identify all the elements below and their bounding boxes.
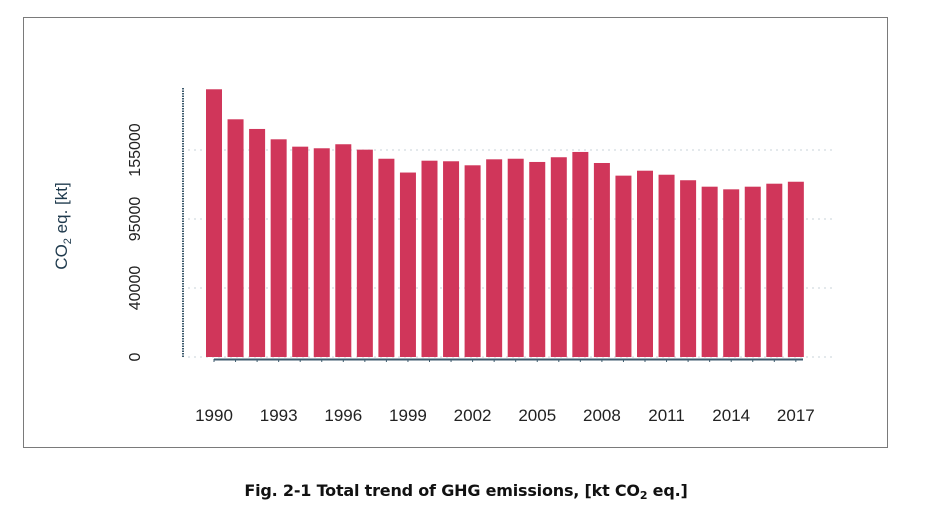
y-tick-label: 95000 [127,197,144,242]
x-tick-label: 1996 [324,406,362,425]
x-tick-label: 2002 [454,406,492,425]
bar-1993 [270,139,287,357]
bar-2014 [723,189,740,357]
bar-2002 [464,165,481,357]
y-axis-label: CO2 eq. [kt] [52,182,74,269]
x-tick-label: 1993 [260,406,298,425]
x-axis-ticks [213,359,797,362]
bar-2008 [593,162,610,357]
x-tick-labels: 1990 1993 1996 1999 2002 2005 2008 2011 2014 2017 [195,406,815,425]
bar-1997 [356,149,373,357]
x-tick-label: 1990 [195,406,233,425]
caption-subscript: 2 [639,489,648,502]
y-tick-labels: 0 40000 95000 155000 [127,123,144,361]
bar-2016 [766,183,783,357]
bar-2006 [550,157,567,357]
x-tick-label: 2017 [777,406,815,425]
bar-2013 [701,186,718,357]
bar-2011 [658,174,675,357]
bar-1994 [292,146,309,357]
bar-2009 [615,175,632,357]
bar-2004 [507,158,524,357]
x-tick-label: 2011 [648,406,685,425]
bar-2003 [486,159,503,357]
bar-1992 [249,128,266,357]
y-axis-label-subscript: 2 [62,238,74,244]
y-tick-label: 155000 [127,123,144,176]
figure-caption: Fig. 2-1 Total trend of GHG emissions, [… [244,481,688,502]
bar-1990 [206,89,222,357]
bar-2001 [443,161,460,357]
bar-1996 [335,144,352,357]
bar-2012 [680,180,697,357]
x-tick-label: 2005 [518,406,556,425]
bar-1998 [378,158,395,357]
x-tick-label: 2008 [583,406,621,425]
x-tick-label: 1999 [389,406,427,425]
bar-1995 [313,148,330,357]
y-tick-label: 0 [127,352,144,361]
bar-2007 [572,151,589,357]
bar-2017 [787,181,804,357]
bar-2010 [637,170,653,357]
bar-1991 [227,119,244,357]
x-tick-label: 2014 [712,406,750,425]
bars [206,89,804,357]
bar-2000 [421,160,438,357]
bar-1999 [399,172,416,357]
bar-2015 [744,186,761,357]
bar-2005 [529,161,546,357]
y-tick-label: 40000 [127,266,144,311]
